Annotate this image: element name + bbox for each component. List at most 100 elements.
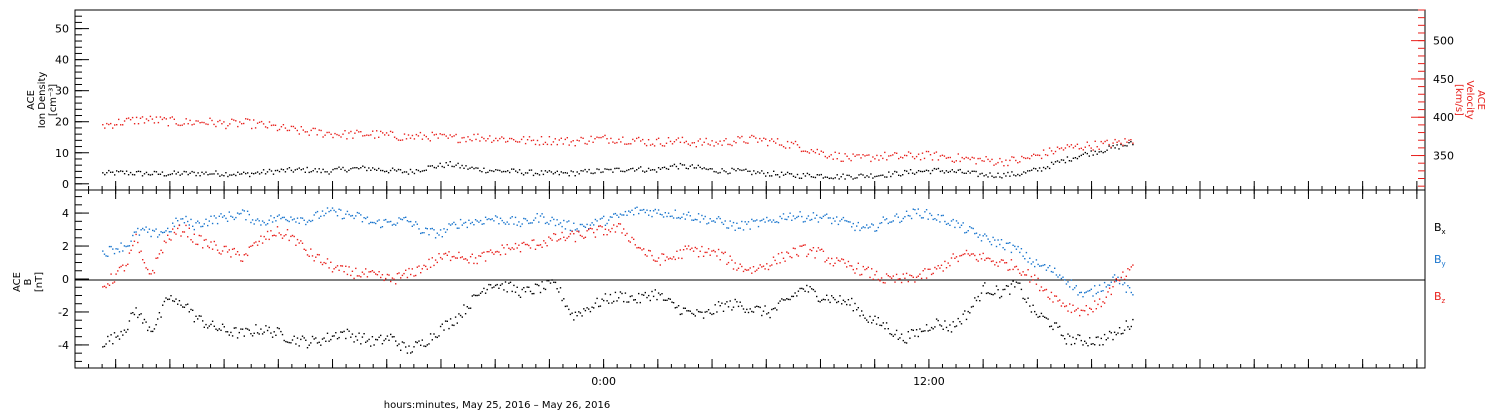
ion-density-point xyxy=(487,171,489,173)
velocity-point xyxy=(524,142,527,145)
by-point xyxy=(716,217,718,220)
bx-point xyxy=(980,292,983,294)
bz-point xyxy=(316,253,319,256)
bx-point xyxy=(859,315,861,317)
bz-point xyxy=(684,245,686,247)
by-point xyxy=(711,220,713,222)
velocity-point xyxy=(594,138,596,140)
bx-point xyxy=(877,317,879,319)
bx-point xyxy=(651,290,653,293)
bx-point xyxy=(501,283,503,285)
bx-point xyxy=(469,307,472,309)
by-point xyxy=(1112,276,1114,278)
velocity-point xyxy=(262,123,265,125)
bx-point xyxy=(846,303,848,306)
bz-point xyxy=(320,261,322,264)
ion-density-point xyxy=(544,170,547,172)
ion-density-point xyxy=(711,168,713,170)
ion-density-point xyxy=(219,175,221,177)
by-point xyxy=(143,229,146,231)
bz-point xyxy=(1110,293,1112,296)
bz-point xyxy=(182,231,184,233)
by-point xyxy=(822,215,825,218)
velocity-point xyxy=(507,140,509,143)
velocity-point xyxy=(151,118,154,120)
bx-point xyxy=(875,323,878,325)
by-point xyxy=(358,212,360,214)
velocity-point xyxy=(860,157,862,159)
bx-point xyxy=(1000,295,1003,298)
velocity-point xyxy=(780,144,783,146)
ion-density-point xyxy=(987,176,989,178)
ion-density-point xyxy=(187,173,189,176)
bx-point xyxy=(410,352,412,354)
ion-density-point xyxy=(776,174,779,176)
velocity-point xyxy=(526,139,529,141)
ion-density-point xyxy=(274,169,277,172)
bx-point xyxy=(536,283,538,286)
by-point xyxy=(676,217,678,219)
bz-point xyxy=(486,251,488,253)
ion-density-point xyxy=(215,170,217,172)
ion-density-point xyxy=(177,171,179,173)
bx-point xyxy=(561,299,563,302)
by-point xyxy=(942,214,944,217)
by-point xyxy=(621,214,623,216)
bx-point xyxy=(456,322,458,324)
bz-point xyxy=(541,246,543,248)
bz-point xyxy=(1100,305,1102,308)
velocity-point xyxy=(1027,157,1029,159)
velocity-point xyxy=(645,144,648,147)
by-point xyxy=(1002,247,1004,249)
bz-point xyxy=(962,253,964,256)
velocity-point xyxy=(334,132,336,135)
velocity-point xyxy=(254,127,257,129)
bx-point xyxy=(932,328,934,330)
bx-point xyxy=(654,289,656,291)
ion-density-point xyxy=(203,173,205,175)
by-point xyxy=(449,224,452,226)
bx-point xyxy=(732,306,735,308)
bz-point xyxy=(1094,300,1096,302)
bz-point xyxy=(900,281,903,284)
by-point xyxy=(774,221,776,223)
ion-density-point xyxy=(489,169,491,172)
ion-density-point xyxy=(967,170,969,172)
bx-point xyxy=(641,293,643,296)
bz-point xyxy=(514,242,517,245)
bx-point xyxy=(1005,285,1008,287)
velocity-point xyxy=(1001,161,1003,163)
bx-point xyxy=(940,325,943,327)
ion-density-point xyxy=(348,169,350,171)
bz-point xyxy=(1034,274,1036,276)
ion-density-point xyxy=(1060,159,1063,161)
velocity-point xyxy=(173,118,175,120)
bz-point xyxy=(834,262,836,264)
bx-point xyxy=(549,282,552,284)
bz-point xyxy=(694,246,696,249)
ion-density-point xyxy=(822,177,824,179)
velocity-point xyxy=(501,136,503,138)
ion-density-point xyxy=(941,170,944,172)
ion-density-point xyxy=(707,168,709,171)
by-point xyxy=(350,215,352,217)
bx-point xyxy=(553,281,555,283)
velocity-point xyxy=(274,124,277,126)
ion-density-point xyxy=(832,177,834,180)
velocity-point xyxy=(245,118,247,120)
velocity-point xyxy=(161,118,164,121)
bx-point xyxy=(962,313,964,315)
ion-density-point xyxy=(302,168,304,170)
ion-density-point xyxy=(830,177,832,179)
bz-point xyxy=(907,280,909,283)
bx-point xyxy=(1077,334,1079,336)
by-point xyxy=(831,222,833,225)
ion-density-point xyxy=(503,170,505,173)
by-point xyxy=(286,219,289,222)
by-point xyxy=(476,220,478,222)
ion-density-point xyxy=(485,172,487,174)
ion-density-point xyxy=(368,167,370,169)
bz-point xyxy=(613,224,615,226)
bx-point xyxy=(390,333,392,336)
bx-point xyxy=(842,299,845,301)
